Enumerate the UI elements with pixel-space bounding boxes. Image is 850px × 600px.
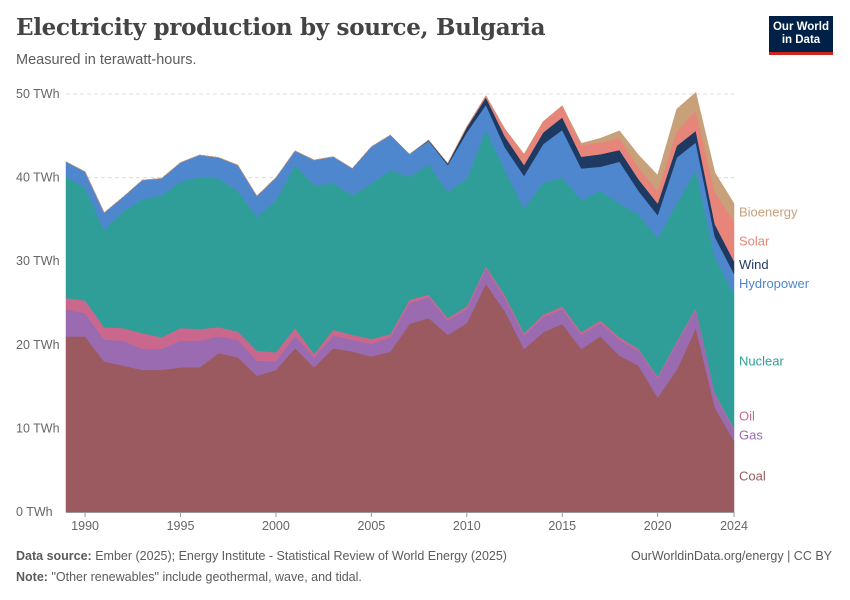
x-tick-label: 2005 <box>357 519 385 533</box>
legend-label-coal[interactable]: Coal <box>739 468 766 483</box>
x-tick-label: 2024 <box>720 519 748 533</box>
chart-subtitle: Measured in terawatt-hours. <box>16 52 197 68</box>
legend-label-oil[interactable]: Oil <box>739 409 755 424</box>
x-tick-label: 2000 <box>262 519 290 533</box>
legend-label-bioenergy[interactable]: Bioenergy <box>739 205 798 220</box>
y-tick-label: 50 TWh <box>16 87 60 101</box>
logo-line-1: Our World <box>772 21 829 33</box>
y-tick-label: 0 TWh <box>16 505 53 519</box>
x-tick-label: 2015 <box>548 519 576 533</box>
x-tick-label: 1995 <box>167 519 195 533</box>
chart-title: Electricity production by source, Bulgar… <box>16 14 546 41</box>
axes: 0 TWh 10 TWh 20 TWh 30 TWh 40 TWh 50 TWh 1990 1… <box>16 87 748 533</box>
source-text: Ember (2025); Energy Institute - Statist… <box>95 549 507 563</box>
data-source-line: Data source: Ember (2025); Energy Instit… <box>16 549 507 563</box>
y-tick-label: 40 TWh <box>16 171 60 185</box>
owid-logo[interactable]: Our World in Data <box>769 16 833 55</box>
legend: Coal Gas Oil Nuclear Hydropower Wind Solar Bioe… <box>739 205 810 484</box>
legend-label-solar[interactable]: Solar <box>739 234 770 249</box>
area-bioenergy[interactable] <box>65 91 735 223</box>
logo-line-2: in Data <box>781 34 821 46</box>
x-tick-label: 2020 <box>644 519 672 533</box>
note-label: Note: <box>16 570 48 584</box>
x-tick-label: 1990 <box>71 519 99 533</box>
note-text: "Other renewables" include geothermal, w… <box>51 570 362 584</box>
legend-label-wind[interactable]: Wind <box>739 257 769 272</box>
legend-label-hydropower[interactable]: Hydropower <box>739 276 810 291</box>
x-tick-label: 2010 <box>453 519 481 533</box>
y-tick-label: 20 TWh <box>16 338 60 352</box>
note-line: Note: "Other renewables" include geother… <box>16 570 362 584</box>
y-tick-label: 30 TWh <box>16 254 60 268</box>
y-tick-label: 10 TWh <box>16 421 60 435</box>
source-label: Data source: <box>16 549 92 563</box>
source-link[interactable]: OurWorldinData.org/energy | CC BY <box>630 549 832 563</box>
area-series <box>65 91 735 513</box>
legend-label-gas[interactable]: Gas <box>739 428 763 443</box>
legend-label-nuclear[interactable]: Nuclear <box>739 354 784 369</box>
